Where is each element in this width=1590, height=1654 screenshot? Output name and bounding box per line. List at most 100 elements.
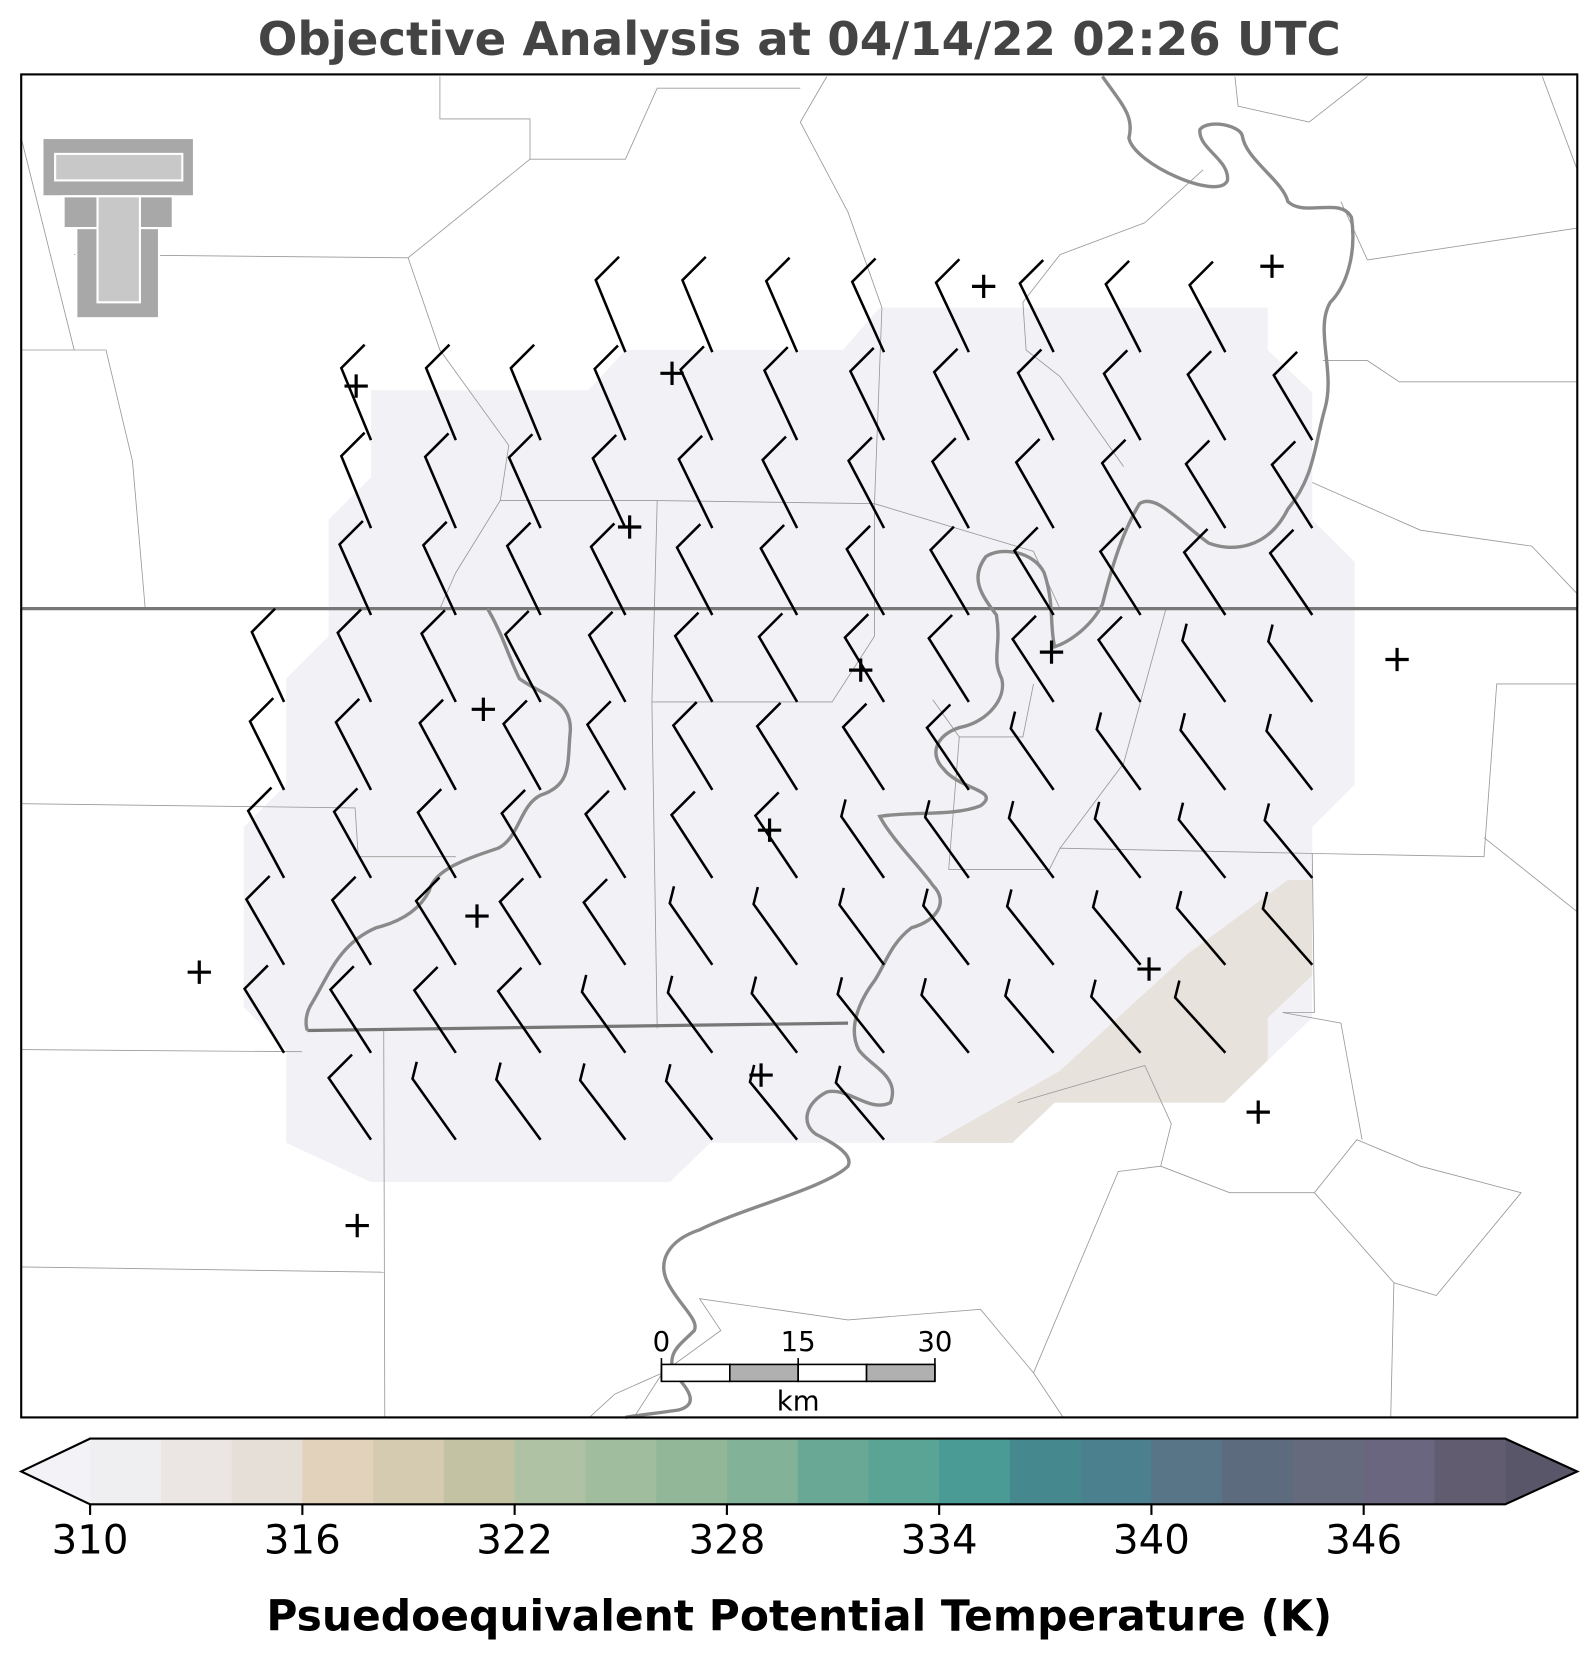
colorbar-box — [1434, 1438, 1506, 1505]
wind-barb — [675, 523, 714, 616]
wind-barb — [584, 789, 627, 879]
wind-barb — [248, 697, 286, 791]
station-marker — [1039, 640, 1064, 664]
wind-barb — [762, 346, 799, 441]
wind-barb — [671, 701, 714, 791]
colorbar-label: Psuedoequivalent Potential Temperature (… — [266, 1591, 1332, 1640]
colorbar-under — [21, 1438, 91, 1505]
colorbar-box — [1222, 1438, 1294, 1505]
wind-barb — [679, 345, 714, 441]
wind-barb — [1272, 351, 1314, 441]
colorbar-tick-label: 340 — [1113, 1518, 1190, 1564]
station-marker — [749, 1063, 773, 1087]
colorbar-tick-label: 334 — [901, 1518, 978, 1564]
wind-barb — [420, 609, 457, 703]
wind-barb — [752, 886, 799, 966]
colorbar-tick-label: 346 — [1325, 1518, 1402, 1564]
wind-barb — [834, 1065, 886, 1141]
wind-barb — [244, 875, 286, 966]
scale-tick-label: 15 — [781, 1326, 816, 1358]
wind-barb — [494, 1062, 542, 1141]
station-marker — [1137, 957, 1161, 981]
wind-barb — [925, 703, 970, 791]
wind-barb — [246, 786, 286, 879]
wind-barb — [1184, 439, 1227, 529]
wind-barb — [589, 522, 627, 616]
wind-barb — [847, 436, 886, 529]
colorbar-box — [1292, 1438, 1365, 1505]
wind-barb — [755, 701, 799, 791]
colorbar-box — [514, 1438, 586, 1505]
wind-barb — [934, 258, 970, 353]
wind-barb — [585, 700, 627, 791]
wind-barb — [848, 347, 886, 441]
wind-barb — [930, 437, 970, 529]
scale-segment — [729, 1363, 799, 1383]
wind-barb — [759, 524, 799, 616]
wind-barb — [1181, 623, 1227, 703]
wind-barb — [423, 432, 457, 529]
wind-barb — [929, 525, 970, 616]
wind-barb — [1005, 889, 1055, 966]
wind-barb — [416, 788, 457, 879]
wind-barb — [580, 974, 627, 1054]
wind-barb — [1100, 438, 1142, 529]
wind-barb — [1093, 801, 1142, 879]
scale-bar: 0 15 30 km — [653, 1326, 953, 1417]
wind-barb — [1003, 978, 1055, 1054]
wind-barb — [505, 521, 542, 616]
wind-barb — [1102, 349, 1142, 441]
station-marker — [465, 904, 489, 928]
wind-barb — [920, 977, 970, 1054]
analysis-shading-warm — [932, 880, 1313, 1143]
wind-barb — [1009, 711, 1055, 791]
colorbar-box — [302, 1438, 374, 1505]
wind-barb — [1261, 891, 1314, 966]
colorbar-box — [656, 1438, 728, 1505]
wind-barb — [664, 1063, 714, 1141]
colorbar-box — [231, 1438, 303, 1505]
colorbar-box — [1080, 1438, 1152, 1505]
wind-barb — [668, 885, 714, 966]
wind-barb — [578, 1063, 627, 1141]
wind-barb — [1188, 260, 1227, 353]
wind-barb — [841, 702, 886, 791]
wind-barb — [921, 888, 970, 966]
colorbar-box — [373, 1438, 445, 1505]
wind-barb — [332, 787, 373, 879]
wind-barb — [1173, 980, 1227, 1054]
wind-barb — [764, 256, 799, 353]
scale-tick-label: 30 — [917, 1326, 952, 1358]
station-marker — [345, 1213, 369, 1238]
wind-barb — [677, 434, 714, 529]
wind-barb — [748, 1064, 799, 1141]
wind-barb — [1270, 440, 1314, 529]
wind-barb — [250, 607, 286, 703]
wind-barb — [1095, 712, 1142, 791]
wind-barb — [587, 610, 627, 703]
wind-barb — [414, 876, 457, 966]
wind-barb — [845, 524, 886, 616]
wind-barb — [1091, 889, 1142, 966]
station-marker — [660, 361, 684, 385]
wind-barb — [496, 966, 542, 1054]
colorbar-box — [90, 1438, 162, 1505]
colorbar-tick-label: 322 — [476, 1518, 553, 1564]
wind-barb — [750, 976, 799, 1054]
wind-barb — [594, 255, 627, 353]
river-west — [304, 607, 572, 1032]
wind-barb — [850, 257, 886, 353]
wind-barb — [1016, 348, 1055, 441]
wind-barb — [336, 608, 373, 703]
map-frame — [20, 73, 1579, 1419]
wind-barb — [1177, 802, 1227, 879]
wind-barb — [1010, 614, 1055, 703]
title: Objective Analysis at 04/14/22 02:26 UTC — [258, 12, 1341, 66]
wind-barb — [507, 433, 542, 529]
wind-barb — [761, 435, 799, 529]
map-area — [20, 73, 1579, 1420]
wind-barb — [582, 878, 627, 966]
wind-barb — [1096, 615, 1142, 703]
analysis-shading — [243, 307, 1355, 1183]
